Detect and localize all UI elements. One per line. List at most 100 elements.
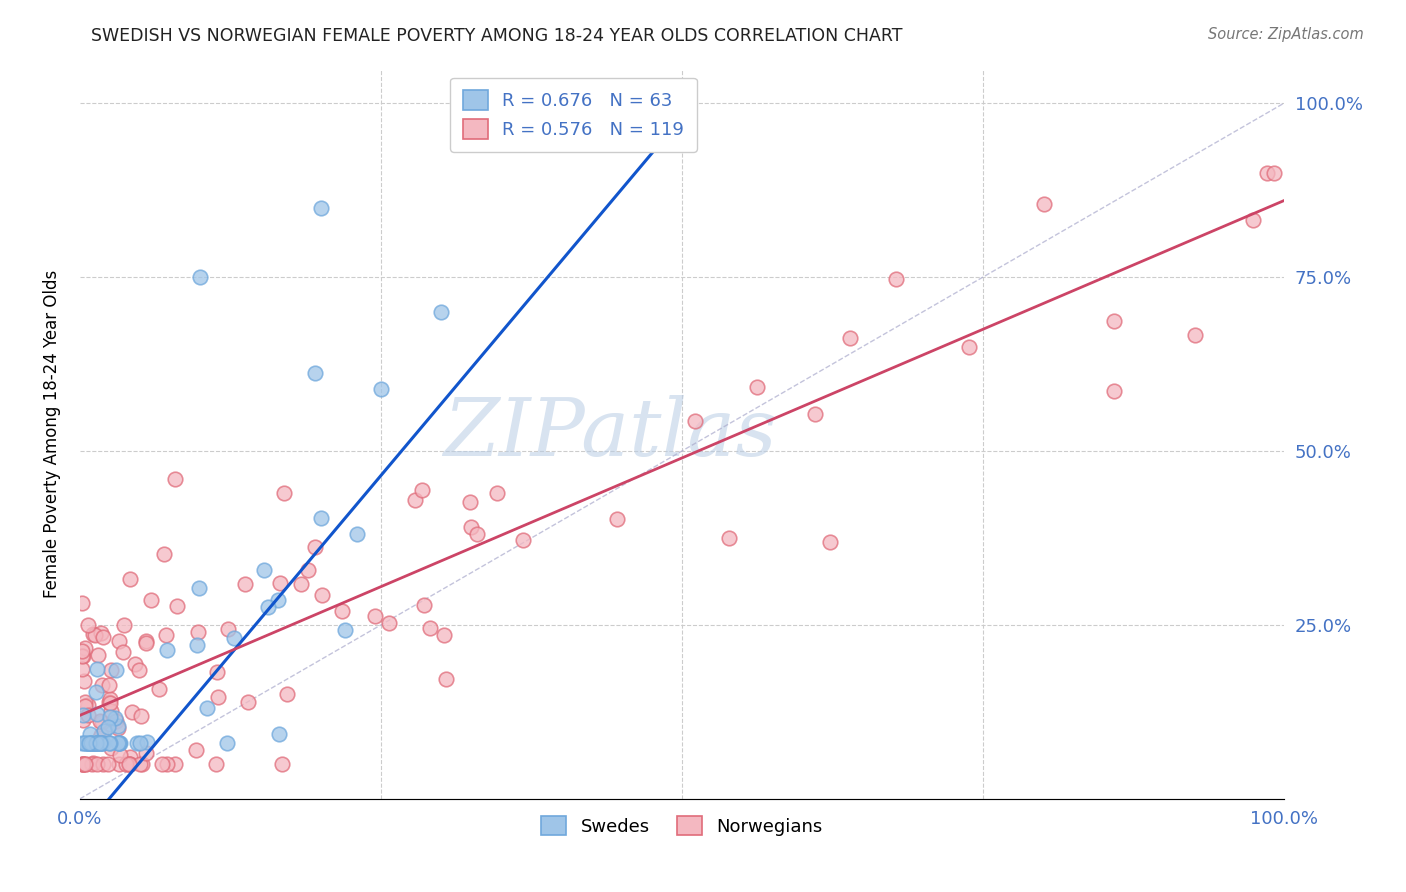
Point (89, 736, 111, 750)
Point (1256, 166, 1278, 180)
Point (98, 710, 121, 724)
Point (685, 414, 707, 428)
Point (233, 577, 256, 591)
Point (156, 757, 179, 772)
Point (187, 624, 209, 639)
Point (747, 379, 769, 393)
Point (135, 636, 157, 650)
Text: ZIPatlas: ZIPatlas (443, 395, 776, 473)
Point (121, 705, 143, 719)
Point (1104, 314, 1126, 328)
Point (108, 748, 131, 763)
Point (297, 563, 319, 577)
Point (82, 736, 104, 750)
Point (79, 727, 101, 741)
Point (75, 699, 97, 714)
Point (434, 672, 457, 686)
Point (91, 736, 114, 750)
Point (111, 645, 134, 659)
Point (118, 572, 141, 586)
Point (370, 382, 392, 396)
Point (346, 527, 368, 541)
Point (205, 757, 228, 772)
Point (236, 695, 259, 709)
Point (267, 592, 290, 607)
Point (72, 736, 94, 750)
Point (187, 581, 209, 595)
Point (364, 609, 387, 624)
Point (86, 685, 108, 699)
Point (131, 757, 153, 772)
Point (957, 340, 980, 354)
Point (89, 736, 111, 750)
Point (77, 707, 100, 722)
Point (72, 643, 94, 657)
Point (135, 746, 157, 760)
Point (412, 599, 434, 613)
Point (90, 736, 112, 750)
Point (118, 757, 141, 772)
Point (72, 713, 94, 727)
Point (432, 628, 454, 642)
Point (108, 736, 131, 750)
Point (217, 736, 239, 750)
Point (86, 736, 108, 750)
Point (89, 736, 111, 750)
Point (311, 588, 333, 602)
Point (91, 736, 114, 750)
Point (166, 599, 188, 613)
Point (803, 407, 825, 421)
Point (304, 366, 326, 380)
Point (77, 698, 100, 712)
Point (84, 736, 107, 750)
Point (148, 681, 170, 696)
Point (73, 673, 96, 688)
Point (128, 663, 150, 677)
Point (90, 678, 112, 692)
Point (404, 493, 426, 508)
Point (197, 701, 219, 715)
Point (97, 721, 120, 735)
Point (72, 707, 94, 722)
Point (108, 757, 131, 772)
Point (72, 649, 94, 664)
Point (77, 736, 100, 750)
Point (77, 617, 100, 632)
Point (411, 483, 433, 498)
Point (107, 721, 129, 735)
Point (276, 687, 298, 701)
Point (91, 757, 114, 772)
Point (86, 661, 108, 675)
Point (184, 743, 207, 757)
Point (72, 757, 94, 772)
Point (378, 616, 401, 631)
Point (486, 486, 509, 500)
Point (100, 663, 122, 677)
Point (163, 472, 186, 486)
Text: Source: ZipAtlas.com: Source: ZipAtlas.com (1208, 27, 1364, 42)
Point (120, 757, 142, 772)
Point (107, 736, 129, 750)
Point (124, 657, 146, 672)
Point (188, 270, 211, 285)
Point (98, 717, 121, 731)
Point (73, 694, 96, 708)
Point (1033, 196, 1056, 211)
Point (80, 736, 103, 750)
Point (97, 678, 120, 692)
Text: SWEDISH VS NORWEGIAN FEMALE POVERTY AMONG 18-24 YEAR OLDS CORRELATION CHART: SWEDISH VS NORWEGIAN FEMALE POVERTY AMON… (91, 27, 903, 45)
Point (98, 736, 121, 750)
Point (1102, 384, 1125, 398)
Point (430, 305, 453, 319)
Point (458, 495, 481, 509)
Point (93, 723, 115, 738)
Point (269, 576, 291, 591)
Point (86, 736, 108, 750)
Point (72, 648, 94, 663)
Point (418, 621, 440, 635)
Point (80, 757, 103, 772)
Point (108, 633, 131, 648)
Point (104, 663, 127, 677)
Point (467, 527, 489, 541)
Point (97, 695, 120, 709)
